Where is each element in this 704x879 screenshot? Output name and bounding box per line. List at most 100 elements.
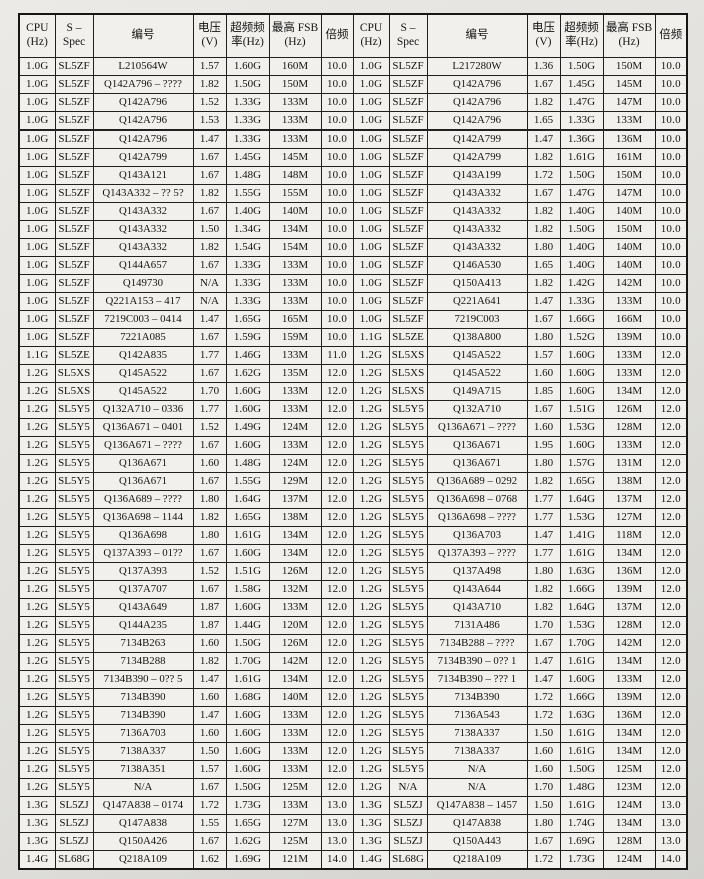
cell-sspec: SL5Y5: [388, 760, 428, 779]
cell-cpu: 1.2G: [18, 490, 56, 509]
cell-voltage: 1.47: [192, 129, 227, 149]
cell-sspec: SL5ZF: [388, 220, 428, 239]
cell-serial: Q145A522: [426, 346, 528, 365]
cell-sspec: SL5ZF: [54, 111, 94, 131]
cell-multiplier: 12.0: [320, 688, 354, 707]
cell-voltage: 1.67: [526, 634, 561, 653]
cell-sspec: SL5ZF: [388, 274, 428, 293]
cell-oc-freq: 1.60G: [225, 760, 270, 779]
header-line: (Hz): [618, 36, 640, 48]
cell-cpu: 1.2G: [352, 472, 390, 491]
cell-multiplier: 10.0: [654, 57, 688, 76]
cell-multiplier: 12.0: [654, 706, 688, 725]
cell-serial: 7134B288: [92, 652, 194, 671]
cell-oc-freq: 1.50G: [225, 778, 270, 797]
header-line: (V): [201, 36, 218, 48]
cell-sspec: SL5ZF: [54, 328, 94, 347]
cell-multiplier: 10.0: [654, 111, 688, 131]
cell-max-fsb: 124M: [268, 418, 322, 437]
cell-cpu: 1.3G: [352, 814, 390, 833]
cell-multiplier: 12.0: [320, 634, 354, 653]
cell-cpu: 1.2G: [18, 526, 56, 545]
cell-voltage: 1.70: [192, 382, 227, 401]
cell-multiplier: 13.0: [654, 814, 688, 833]
cell-multiplier: 12.0: [654, 670, 688, 689]
cell-multiplier: 12.0: [320, 508, 354, 527]
cell-max-fsb: 133M: [268, 796, 322, 815]
cell-serial: Q136A671 – 0401: [92, 418, 194, 437]
cell-cpu: 1.0G: [352, 274, 390, 293]
cell-sspec: SL5ZF: [54, 238, 94, 257]
cell-voltage: 1.67: [526, 75, 561, 94]
cell-oc-freq: 1.65G: [225, 814, 270, 833]
table-row: 1.2G SL5Y5 Q136A671 – ???? 1.67 1.60G 133M 12.…: [18, 436, 688, 455]
cell-voltage: 1.65: [526, 111, 561, 131]
header-line: 电压: [198, 22, 221, 35]
cell-sspec: SL5Y5: [388, 616, 428, 635]
table-row: 1.3G SL5ZJ Q147A838 1.55 1.65G 127M 13.0 1.3G SL…: [18, 814, 688, 833]
cell-sspec: SL5Y5: [54, 508, 94, 527]
cell-max-fsb: 125M: [602, 760, 656, 779]
cell-voltage: 1.50: [192, 220, 227, 239]
cell-multiplier: 10.0: [320, 310, 354, 329]
table-row: 1.0G SL5ZF Q144A657 1.67 1.33G 133M 10.0 1.0G SL…: [18, 256, 688, 275]
cell-sspec: SL5ZJ: [388, 814, 428, 833]
cell-max-fsb: 139M: [602, 328, 656, 347]
cell-max-fsb: 134M: [602, 652, 656, 671]
cell-max-fsb: 133M: [268, 760, 322, 779]
cell-cpu: 1.0G: [18, 310, 56, 329]
cell-sspec: SL5Y5: [388, 742, 428, 761]
cell-sspec: SL5Y5: [388, 634, 428, 653]
header-line: (Hz): [284, 36, 306, 48]
header-line: 率(Hz): [565, 36, 598, 48]
cell-voltage: 1.77: [192, 400, 227, 419]
cell-voltage: 1.67: [526, 832, 561, 851]
cell-cpu: 1.0G: [18, 184, 56, 203]
col-header-max-fsb-right: 最高 FSB (Hz): [602, 13, 656, 58]
cell-max-fsb: 133M: [602, 364, 656, 383]
cell-serial: Q136A698: [92, 526, 194, 545]
cell-oc-freq: 1.54G: [225, 238, 270, 257]
cell-voltage: 1.82: [192, 652, 227, 671]
cell-multiplier: 12.0: [654, 364, 688, 383]
cell-voltage: 1.52: [192, 418, 227, 437]
cell-serial: Q143A649: [92, 598, 194, 617]
cell-voltage: 1.82: [192, 184, 227, 203]
cell-oc-freq: 1.36G: [559, 129, 604, 149]
cell-serial: Q136A671 – ????: [426, 418, 528, 437]
cell-sspec: SL5Y5: [388, 526, 428, 545]
cell-max-fsb: 140M: [268, 688, 322, 707]
cell-max-fsb: 129M: [268, 472, 322, 491]
cell-serial: Q144A657: [92, 256, 194, 275]
cell-oc-freq: 1.70G: [225, 652, 270, 671]
cell-serial: 7136A543: [426, 706, 528, 725]
cell-cpu: 1.2G: [18, 562, 56, 581]
cell-multiplier: 12.0: [320, 598, 354, 617]
col-header-serial-right: 编号: [426, 13, 528, 58]
cell-voltage: 1.67: [192, 580, 227, 599]
table-row: 1.2G SL5Y5 7138A351 1.57 1.60G 133M 12.0 1.2G SL…: [18, 760, 688, 779]
cell-max-fsb: 120M: [268, 616, 322, 635]
cell-voltage: 1.82: [526, 472, 561, 491]
cell-oc-freq: 1.40G: [559, 256, 604, 275]
cell-max-fsb: 133M: [268, 93, 322, 112]
cell-max-fsb: 140M: [268, 202, 322, 221]
cell-oc-freq: 1.60G: [559, 436, 604, 455]
cell-serial: Q136A689 – ????: [92, 490, 194, 509]
cell-serial: Q145A522: [92, 382, 194, 401]
cell-oc-freq: 1.64G: [559, 598, 604, 617]
cell-sspec: SL5ZF: [54, 220, 94, 239]
cell-serial: Q145A522: [426, 364, 528, 383]
cell-multiplier: 10.0: [654, 184, 688, 203]
cell-voltage: 1.55: [192, 814, 227, 833]
cell-serial: 7136A703: [92, 724, 194, 743]
cell-serial: Q142A799: [426, 148, 528, 167]
cell-sspec: SL5Y5: [388, 670, 428, 689]
cell-serial: Q150A413: [426, 274, 528, 293]
table-row: 1.0G SL5ZF Q142A796 1.53 1.33G 133M 10.0 1.0G SL…: [18, 111, 688, 131]
cell-serial: Q221A641: [426, 292, 528, 311]
cell-oc-freq: 1.33G: [225, 111, 270, 131]
table-row: 1.2G SL5Y5 Q136A671 – 0401 1.52 1.49G 124M 12.…: [18, 418, 688, 437]
cell-oc-freq: 1.65G: [225, 508, 270, 527]
cell-multiplier: 10.0: [320, 238, 354, 257]
